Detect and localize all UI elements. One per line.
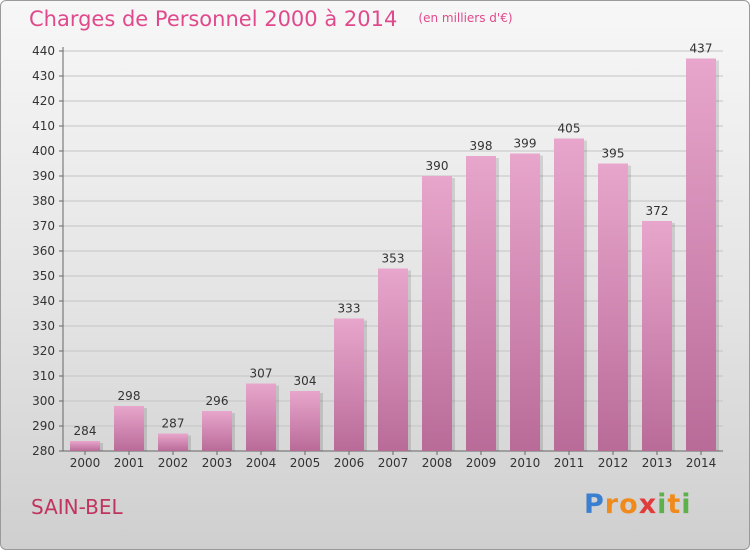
x-tick-label: 2014 [686, 456, 717, 470]
x-tick-label: 2010 [510, 456, 541, 470]
y-tick-label: 280 [32, 444, 55, 458]
bar-value-label: 395 [602, 147, 625, 161]
bar [70, 441, 100, 451]
logo-letter: t [667, 489, 682, 520]
y-tick-label: 300 [32, 394, 55, 408]
y-tick-label: 420 [32, 94, 55, 108]
y-tick-label: 290 [32, 419, 55, 433]
y-tick-label: 350 [32, 269, 55, 283]
x-tick-label: 2007 [378, 456, 409, 470]
y-tick-label: 390 [32, 169, 55, 183]
chart-header: Charges de Personnel 2000 à 2014 (en mil… [29, 7, 513, 31]
bar [334, 318, 364, 451]
bar-value-label: 333 [338, 302, 361, 316]
bar [598, 163, 628, 451]
bar [510, 153, 540, 451]
logo-letter: P [584, 489, 605, 520]
bar-value-label: 284 [74, 424, 97, 438]
x-tick-label: 2005 [290, 456, 321, 470]
y-tick-label: 440 [32, 44, 55, 58]
y-tick-label: 410 [32, 119, 55, 133]
x-tick-label: 2001 [114, 456, 145, 470]
bar [378, 268, 408, 451]
bar-value-label: 304 [294, 374, 317, 388]
y-tick-label: 380 [32, 194, 55, 208]
x-tick-label: 2004 [246, 456, 277, 470]
bar-value-label: 399 [514, 137, 537, 151]
x-tick-label: 2002 [158, 456, 189, 470]
bar [554, 138, 584, 451]
bar [158, 433, 188, 451]
y-tick-label: 330 [32, 319, 55, 333]
x-tick-label: 2000 [70, 456, 101, 470]
proxiti-logo: Proxiti [584, 489, 692, 520]
bar-value-label: 398 [470, 139, 493, 153]
bar-value-label: 353 [382, 252, 405, 266]
place-name: SAIN-BEL [31, 495, 123, 519]
y-tick-label: 400 [32, 144, 55, 158]
chart-unit-note: (en milliers d'€) [418, 11, 513, 25]
logo-letter: r [604, 489, 620, 520]
bar-value-label: 405 [558, 122, 581, 136]
y-tick-label: 370 [32, 219, 55, 233]
logo-letter: i [657, 489, 668, 520]
x-tick-label: 2013 [642, 456, 673, 470]
bar-value-label: 296 [206, 394, 229, 408]
bar-value-label: 372 [646, 204, 669, 218]
x-tick-label: 2006 [334, 456, 365, 470]
y-tick-label: 340 [32, 294, 55, 308]
bar [202, 411, 232, 451]
bar-value-label: 287 [162, 417, 185, 431]
chart-title: Charges de Personnel 2000 à 2014 [29, 7, 398, 31]
y-tick-label: 360 [32, 244, 55, 258]
x-tick-label: 2009 [466, 456, 497, 470]
bar [114, 406, 144, 451]
y-tick-label: 430 [32, 69, 55, 83]
bar [686, 58, 716, 451]
x-tick-label: 2011 [554, 456, 585, 470]
logo-letter: i [681, 489, 692, 520]
bar [246, 383, 276, 451]
bar-value-label: 390 [426, 159, 449, 173]
bar [466, 156, 496, 451]
x-tick-label: 2012 [598, 456, 629, 470]
bar [290, 391, 320, 451]
bar [642, 221, 672, 451]
bar [422, 176, 452, 451]
logo-letter: x [638, 489, 658, 520]
logo-letter: o [619, 489, 639, 520]
bar-value-label: 437 [690, 42, 713, 56]
y-tick-label: 320 [32, 344, 55, 358]
bar-value-label: 298 [118, 389, 141, 403]
x-tick-label: 2008 [422, 456, 453, 470]
x-tick-label: 2003 [202, 456, 233, 470]
y-tick-label: 310 [32, 369, 55, 383]
bar-value-label: 307 [250, 367, 273, 381]
